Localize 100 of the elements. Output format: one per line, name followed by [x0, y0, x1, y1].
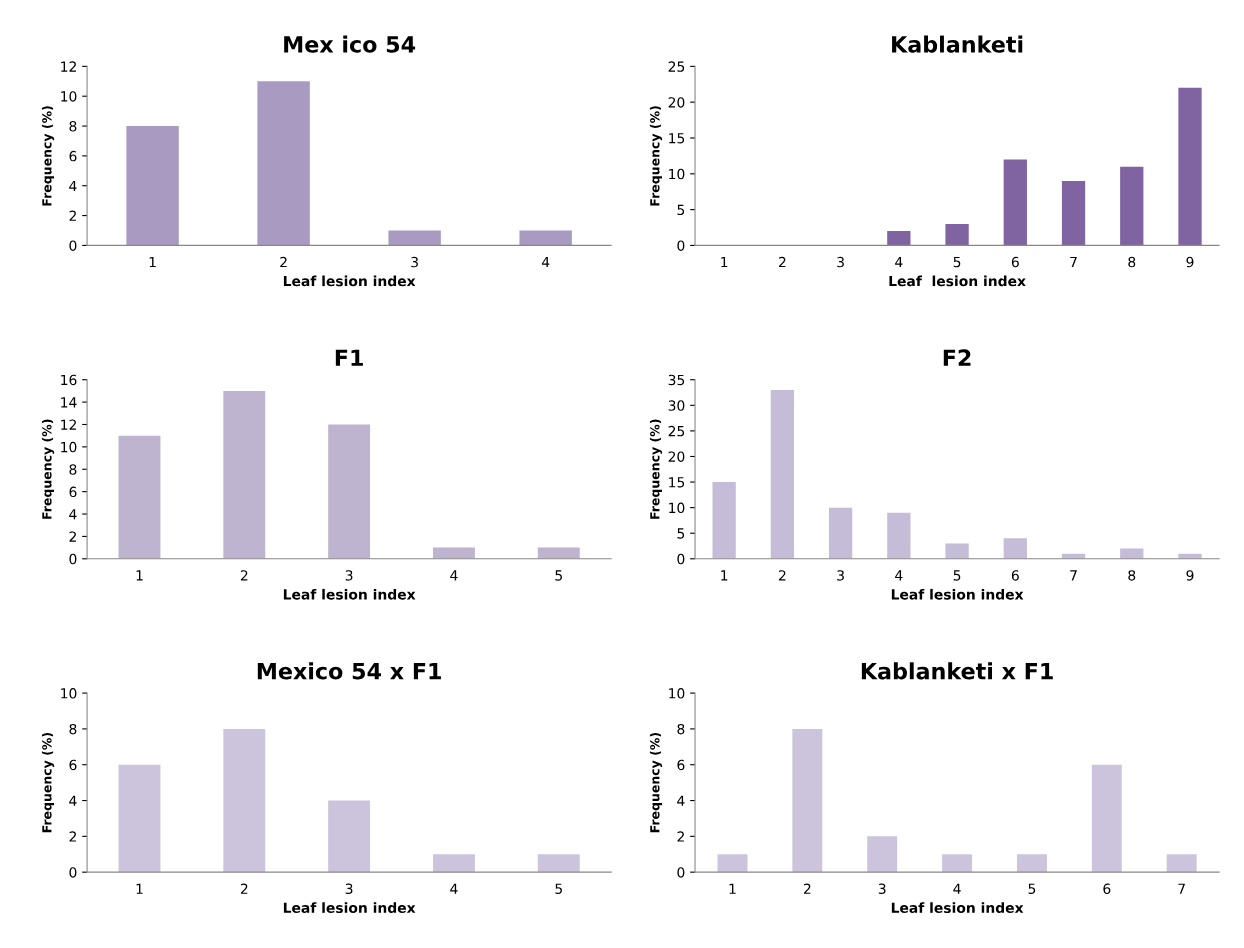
bar: [887, 512, 911, 559]
chart-title: Mex ico 54: [284, 35, 416, 53]
x-tick-label: 5: [953, 570, 961, 581]
x-tick-label: 1: [721, 256, 728, 268]
y-tick-label: 8: [69, 121, 77, 132]
y-axis-title: Frequency (%): [649, 732, 663, 833]
x-tick-label: 2: [280, 256, 287, 268]
bar: [1178, 87, 1202, 246]
x-tick-label: 1: [136, 570, 143, 581]
x-tick-label: 9: [1186, 256, 1194, 268]
y-tick-label: 10: [61, 688, 77, 699]
bar: [770, 389, 795, 559]
x-tick-label: 2: [778, 570, 786, 581]
x-tick-label: 3: [345, 570, 353, 581]
bar: [945, 543, 969, 559]
y-tick-label: 4: [69, 795, 77, 806]
x-tick-label: 8: [1128, 570, 1136, 581]
x-tick-label: 3: [411, 256, 418, 268]
chart-title: F2: [943, 349, 971, 366]
y-tick-label: 10: [61, 91, 77, 102]
y-tick-label: 6: [69, 759, 77, 771]
bar: [537, 854, 580, 873]
bar: [1166, 854, 1197, 873]
y-axis-title: Frequency (%): [41, 419, 55, 519]
y-tick-label: 0: [69, 240, 77, 251]
y-axis-title: Frequency (%): [41, 106, 55, 206]
x-tick-label: 2: [240, 883, 248, 894]
x-tick-label: 5: [555, 883, 562, 895]
bar: [887, 231, 911, 246]
y-axis-title: Frequency (%): [649, 106, 663, 206]
bar: [328, 800, 371, 873]
x-tick-label: 3: [878, 883, 886, 895]
x-tick-label: 3: [837, 570, 844, 581]
bar: [126, 126, 179, 246]
x-tick-label: 4: [895, 570, 903, 581]
y-tick-label: 35: [668, 374, 685, 386]
x-tick-label: 4: [450, 570, 458, 581]
y-axis-title: Frequency (%): [649, 419, 663, 519]
y-tick-label: 6: [69, 150, 77, 162]
bar: [257, 81, 310, 246]
bar: [537, 547, 580, 559]
x-tick-label: 5: [555, 570, 562, 581]
y-tick-label: 10: [669, 168, 685, 180]
bar: [942, 854, 973, 873]
bar: [1003, 538, 1027, 559]
y-tick-label: 2: [69, 831, 76, 842]
x-tick-label: 8: [1128, 256, 1136, 268]
x-tick-label: 6: [1011, 256, 1019, 268]
y-tick-label: 12: [61, 419, 76, 430]
y-tick-label: 8: [69, 723, 77, 735]
bar: [118, 435, 161, 559]
y-tick-label: 6: [677, 759, 685, 771]
y-tick-label: 8: [677, 723, 685, 735]
y-axis-title: Frequency (%): [41, 732, 55, 833]
chart-title: Mexico 54 x F1: [257, 662, 441, 680]
y-tick-label: 0: [677, 553, 685, 565]
x-tick-label: 4: [953, 883, 961, 894]
y-tick-label: 20: [668, 451, 685, 462]
x-tick-label: 2: [778, 256, 786, 268]
bar: [388, 230, 441, 246]
x-tick-label: 1: [729, 883, 736, 894]
bar: [717, 854, 748, 873]
bar: [223, 390, 266, 559]
x-axis-title: Leaf lesion index: [283, 275, 416, 287]
y-tick-label: 30: [668, 400, 685, 411]
y-tick-label: 10: [61, 441, 77, 453]
x-tick-label: 4: [450, 883, 458, 894]
x-tick-label: 1: [136, 883, 143, 894]
y-tick-label: 5: [677, 204, 685, 216]
y-tick-label: 2: [69, 210, 76, 221]
bar: [519, 230, 572, 246]
x-tick-label: 3: [837, 256, 844, 268]
y-tick-label: 0: [677, 240, 685, 251]
bar: [867, 836, 898, 873]
bar: [118, 764, 161, 873]
bar: [712, 482, 736, 559]
bar: [1003, 159, 1027, 246]
y-tick-label: 16: [61, 374, 77, 386]
bar: [1061, 180, 1086, 246]
bar: [792, 728, 823, 873]
bar: [1120, 166, 1144, 246]
chart-title: Kablanketi: [892, 35, 1023, 53]
bar: [432, 854, 475, 873]
x-tick-label: 7: [1178, 883, 1185, 894]
x-tick-label: 9: [1186, 570, 1194, 581]
x-tick-label: 7: [1070, 570, 1077, 581]
y-tick-label: 6: [69, 486, 77, 498]
x-axis-title: Leaf lesion index: [891, 588, 1024, 600]
y-tick-label: 25: [668, 425, 685, 437]
x-tick-label: 2: [803, 883, 811, 894]
bar: [1091, 764, 1122, 873]
y-tick-label: 25: [668, 61, 685, 72]
y-tick-label: 2: [677, 831, 684, 842]
y-tick-label: 15: [669, 477, 685, 488]
y-tick-label: 14: [61, 397, 77, 408]
x-axis-title: Leaf lesion index: [889, 275, 1026, 287]
x-tick-label: 1: [721, 570, 728, 581]
bar: [1016, 854, 1047, 873]
y-tick-label: 20: [668, 97, 685, 108]
x-tick-label: 4: [895, 256, 903, 268]
